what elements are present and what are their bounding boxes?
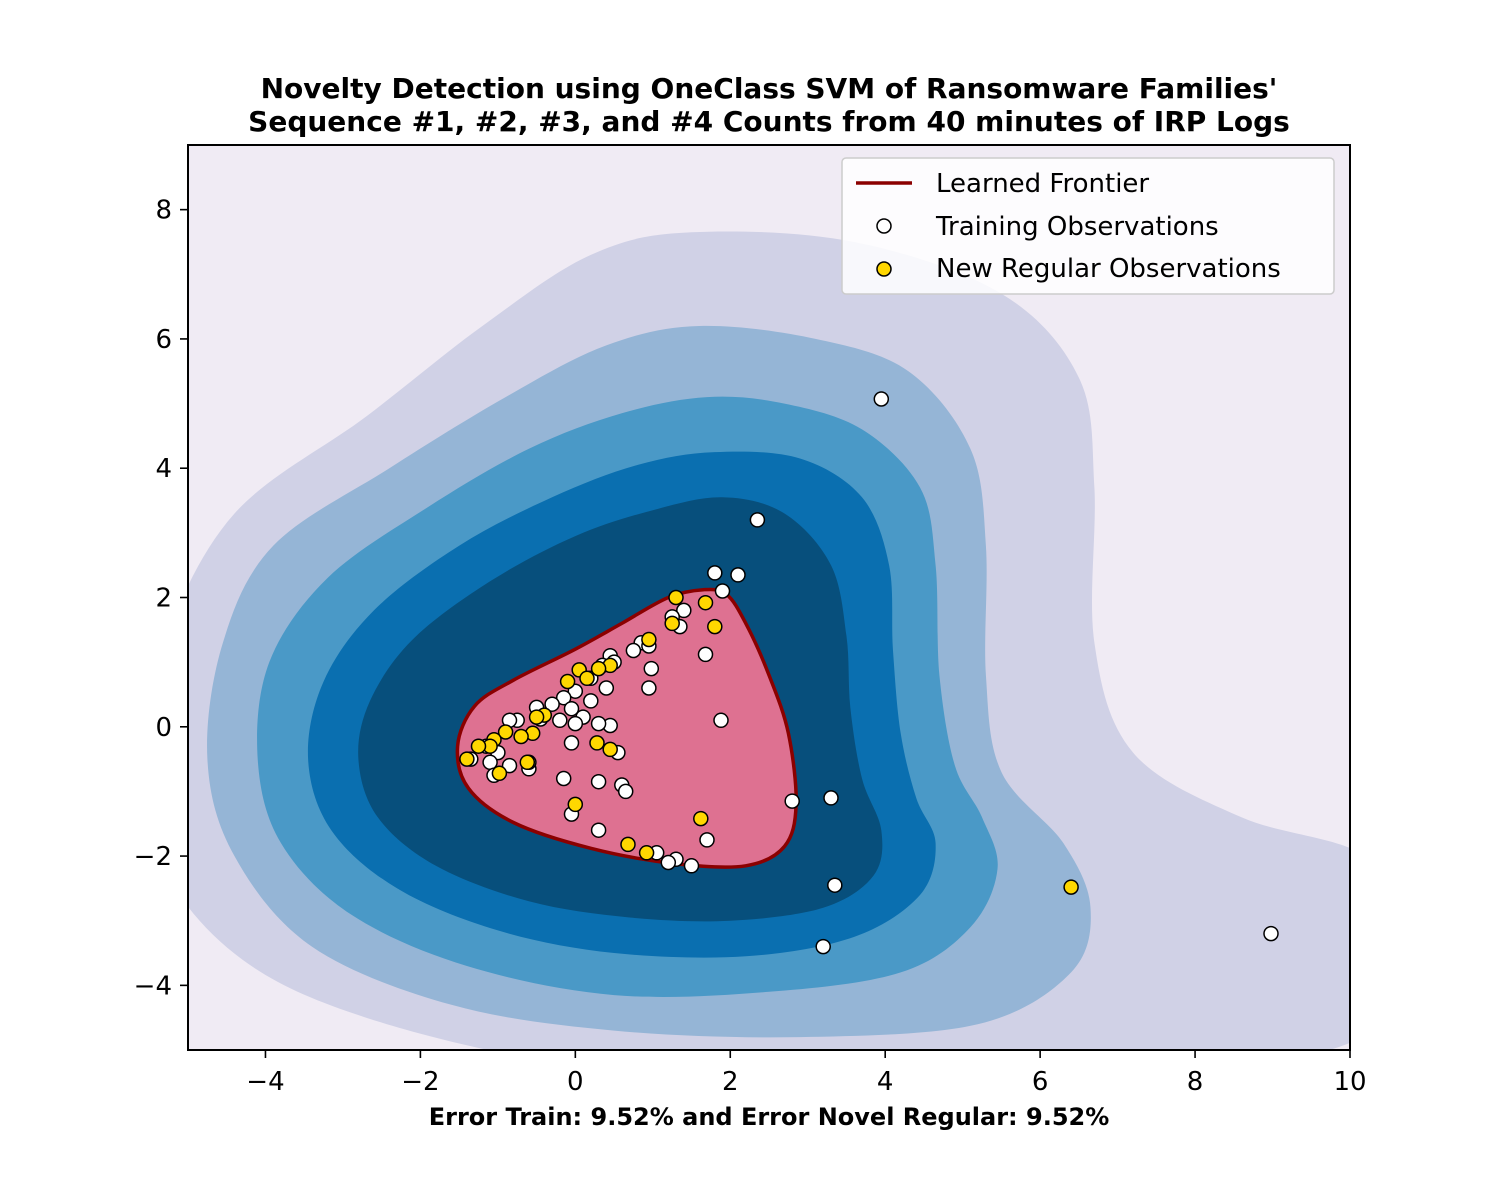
training-point bbox=[707, 565, 723, 581]
training-point bbox=[749, 512, 766, 528]
training-point bbox=[590, 715, 607, 732]
training-point bbox=[617, 783, 634, 800]
new-regular-point bbox=[470, 738, 487, 754]
new-regular-point bbox=[567, 796, 584, 813]
training-point bbox=[1263, 925, 1279, 942]
x-tick-label: 2 bbox=[722, 1067, 739, 1097]
chart-title-line-1: Novelty Detection using OneClass SVM of … bbox=[261, 72, 1278, 105]
learned-frontier bbox=[455, 587, 798, 869]
training-point bbox=[873, 391, 890, 407]
new-regular-point bbox=[579, 670, 595, 687]
y-tick-label: −2 bbox=[134, 842, 172, 872]
y-tick-label: 4 bbox=[155, 454, 172, 484]
new-regular-point bbox=[491, 765, 508, 782]
y-tick-label: 2 bbox=[155, 584, 172, 614]
training-point bbox=[598, 680, 615, 696]
training-point bbox=[643, 660, 660, 677]
new-regular-point bbox=[559, 673, 576, 690]
x-tick-label: −2 bbox=[401, 1067, 439, 1097]
training-point bbox=[583, 693, 599, 709]
new-regular-point bbox=[513, 728, 529, 745]
x-tick-label: 4 bbox=[877, 1067, 894, 1097]
new-regular-point bbox=[620, 836, 636, 853]
new-regular-point bbox=[519, 754, 536, 771]
decision-regions bbox=[188, 231, 1350, 1050]
learned-frontier-layer bbox=[455, 587, 798, 869]
x-tick-label: −4 bbox=[246, 1067, 284, 1097]
training-point bbox=[555, 689, 572, 706]
legend-box bbox=[841, 157, 1335, 295]
new-regular-point bbox=[668, 589, 684, 606]
plot-area bbox=[187, 144, 1351, 1051]
training-point bbox=[563, 700, 580, 717]
training-point bbox=[552, 712, 568, 729]
x-tick-label: 0 bbox=[567, 1067, 584, 1097]
new-regular-point bbox=[641, 631, 657, 648]
x-axis-label: Error Train: 9.52% and Error Novel Regul… bbox=[429, 1103, 1110, 1131]
legend-label-new-regular-observations: New Regular Observations bbox=[936, 254, 1281, 284]
training-point bbox=[567, 715, 584, 732]
training-point bbox=[730, 567, 746, 583]
legend-training-marker bbox=[876, 218, 892, 234]
new-regular-point bbox=[459, 751, 475, 767]
y-tick-label: 8 bbox=[155, 196, 172, 226]
training-point bbox=[625, 642, 642, 659]
training-point bbox=[697, 646, 714, 663]
new-regular-point bbox=[638, 845, 655, 861]
training-point bbox=[501, 757, 518, 774]
legend-label-learned-frontier: Learned Frontier bbox=[936, 169, 1149, 199]
training-point bbox=[641, 680, 657, 696]
new-regular-point bbox=[497, 724, 514, 740]
x-tick-label: 8 bbox=[1187, 1067, 1204, 1097]
new-regular-point bbox=[697, 594, 714, 611]
y-tick-label: 0 bbox=[155, 713, 172, 743]
training-point bbox=[713, 712, 729, 729]
training-point bbox=[590, 822, 607, 838]
x-tick-label: 10 bbox=[1333, 1067, 1366, 1097]
training-point bbox=[815, 938, 831, 955]
training-point bbox=[676, 602, 692, 619]
training-point bbox=[784, 793, 800, 809]
training-point bbox=[590, 773, 607, 790]
legend: Learned Frontier Training Observations N… bbox=[841, 157, 1335, 295]
training-point bbox=[714, 583, 731, 599]
new-regular-point bbox=[528, 709, 545, 725]
x-tick-label: 6 bbox=[1032, 1067, 1049, 1097]
x-axis-ticks: −4 −2 0 2 4 6 8 10 bbox=[246, 1050, 1367, 1097]
chart-title-line-2: Sequence #1, #2, #3, and #4 Counts from … bbox=[248, 105, 1290, 138]
training-point bbox=[555, 770, 572, 787]
training-point bbox=[563, 735, 580, 751]
new-regular-point bbox=[589, 735, 605, 751]
training-point bbox=[544, 696, 560, 712]
new-regular-point bbox=[707, 618, 723, 635]
y-axis-ticks: −4 −2 0 2 4 6 8 bbox=[134, 196, 188, 1001]
legend-label-training-observations: Training Observations bbox=[935, 212, 1219, 242]
new-regular-point bbox=[590, 660, 607, 677]
new-regular-observations bbox=[459, 589, 1079, 895]
new-regular-point bbox=[664, 615, 680, 632]
y-tick-label: −4 bbox=[134, 971, 172, 1001]
training-point bbox=[827, 877, 843, 893]
new-regular-point bbox=[602, 741, 618, 758]
training-point bbox=[683, 858, 700, 874]
training-point bbox=[660, 854, 677, 871]
y-tick-label: 6 bbox=[155, 325, 172, 355]
new-regular-point bbox=[1063, 879, 1079, 895]
legend-new-regular-marker bbox=[876, 261, 892, 277]
new-regular-point bbox=[693, 810, 709, 827]
points-layer bbox=[459, 391, 1279, 955]
training-point bbox=[823, 790, 839, 806]
training-point bbox=[699, 832, 715, 848]
